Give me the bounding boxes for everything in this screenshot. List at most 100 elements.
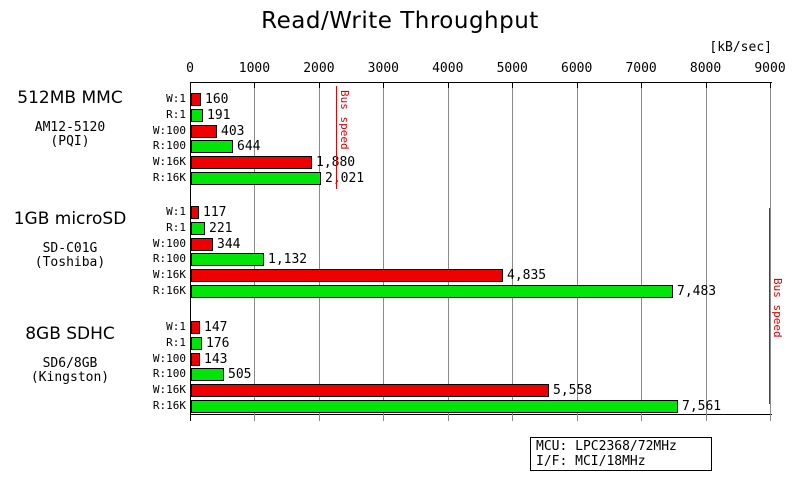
bar-row-label: W:16K xyxy=(152,155,186,168)
bar-value-label: 344 xyxy=(217,237,241,252)
bus-speed-line xyxy=(769,208,770,404)
write-bar xyxy=(191,321,200,334)
group-maker: (Toshiba) xyxy=(34,255,106,270)
bar-row-label: R:16K xyxy=(152,171,186,184)
gridline xyxy=(512,83,514,421)
x-axis-line xyxy=(191,414,772,415)
x-tick-label: 6000 xyxy=(561,61,593,76)
info-box-interface: I/F: MCI/18MHz xyxy=(536,454,646,469)
read-bar xyxy=(191,368,224,381)
axis-tick xyxy=(641,83,643,88)
bar-row-label: R:1 xyxy=(166,221,186,234)
read-bar xyxy=(191,400,678,413)
bus-speed-line xyxy=(336,86,337,189)
bus-speed-label: Bus speed xyxy=(771,278,784,338)
bar-value-label: 2,021 xyxy=(325,171,365,186)
bar-value-label: 7,483 xyxy=(677,284,717,299)
bar-row-label: W:1 xyxy=(166,92,186,105)
gridline xyxy=(770,83,771,421)
bar-value-label: 5,558 xyxy=(553,383,593,398)
bus-speed-label: Bus speed xyxy=(338,90,351,150)
write-bar xyxy=(191,353,200,366)
bar-row-label: W:16K xyxy=(152,268,186,281)
bar-row-label: R:100 xyxy=(152,367,186,380)
bar-row-label: R:1 xyxy=(166,336,186,349)
x-tick-label: 3000 xyxy=(367,61,399,76)
bar-value-label: 160 xyxy=(205,92,229,107)
bar-row-label: R:16K xyxy=(152,399,186,412)
read-bar xyxy=(191,337,202,350)
gridline xyxy=(705,83,707,421)
write-bar xyxy=(191,238,213,251)
x-tick-label: 8000 xyxy=(689,61,722,76)
bar-value-label: 1,880 xyxy=(316,156,355,170)
chart-title: Read/Write Throughput xyxy=(261,8,539,34)
gridline xyxy=(318,83,320,421)
bar-row-label: W:1 xyxy=(166,205,186,218)
bar-value-label: 7,561 xyxy=(682,399,722,414)
info-box-mcu: MCU: LPC2368/72MHz xyxy=(536,439,677,454)
axis-tick xyxy=(254,83,256,88)
read-bar xyxy=(191,222,205,235)
x-tick-label: 9000 xyxy=(754,61,786,76)
gridline xyxy=(576,83,578,421)
read-bar xyxy=(191,253,264,266)
group-title: 8GB SDHC xyxy=(25,324,115,344)
write-bar xyxy=(191,384,549,397)
bar-row-label: R:1 xyxy=(166,108,186,121)
bar-value-label: 117 xyxy=(203,205,227,220)
read-bar xyxy=(191,140,233,153)
group-maker: (Kingston) xyxy=(30,370,110,385)
x-axis-labels: 0 1000 2000 3000 4000 5000 6000 7000 8000 9000 xyxy=(186,61,786,79)
bar-row-label: W:100 xyxy=(152,237,186,250)
x-tick-label: 0 xyxy=(186,61,194,76)
bar-value-label: 505 xyxy=(228,367,252,382)
group-model: SD6/8GB xyxy=(42,356,98,371)
bar-value-label: 1,132 xyxy=(268,252,308,267)
axis-tick xyxy=(318,83,320,88)
write-bar xyxy=(191,156,312,169)
bar-row-label: W:100 xyxy=(152,124,186,137)
bar-value-label: 644 xyxy=(237,139,261,154)
x-tick-label: 2000 xyxy=(303,61,335,76)
read-bar xyxy=(191,172,321,185)
write-bar xyxy=(191,93,201,106)
info-box: MCU: LPC2368/72MHz I/F: MCI/18MHz xyxy=(530,437,712,471)
bar-value-label: 4,835 xyxy=(507,268,547,283)
read-bar xyxy=(191,285,673,298)
group-model: SD-C01G xyxy=(42,241,98,256)
x-tick-label: 4000 xyxy=(432,61,464,76)
x-tick-label: 5000 xyxy=(496,61,528,76)
axis-tick xyxy=(770,83,771,88)
bar-value-label: 403 xyxy=(221,124,245,139)
bar-row-label: R:100 xyxy=(152,252,186,265)
bar-value-label: 143 xyxy=(204,352,228,367)
x-tick-label: 7000 xyxy=(625,61,657,76)
axis-tick xyxy=(383,83,385,88)
group-model: AM12-5120 xyxy=(34,120,106,135)
bar-value-label: 147 xyxy=(204,320,228,335)
group-title: 1GB microSD xyxy=(13,209,127,229)
axis-unit-label: [kB/sec] xyxy=(709,40,772,55)
axis-tick xyxy=(576,83,578,88)
bar-row-label: W:1 xyxy=(166,320,186,333)
bar-value-label: 191 xyxy=(207,108,231,123)
gridline xyxy=(254,83,256,421)
gridline xyxy=(641,83,643,421)
gridline xyxy=(383,83,385,421)
gridline xyxy=(447,83,449,421)
bar-value-label: 221 xyxy=(209,221,233,236)
group-maker: (PQI) xyxy=(50,134,90,149)
bar-row-label: R:100 xyxy=(152,139,186,152)
read-bar xyxy=(191,109,203,122)
axis-tick xyxy=(512,83,514,88)
bar-value-label: 176 xyxy=(206,336,230,351)
axis-tick xyxy=(447,83,449,88)
write-bar xyxy=(191,125,217,138)
axis-tick xyxy=(705,83,707,88)
bar-row-label: W:16K xyxy=(152,383,186,396)
group-title: 512MB MMC xyxy=(17,88,123,108)
write-bar xyxy=(191,269,503,282)
